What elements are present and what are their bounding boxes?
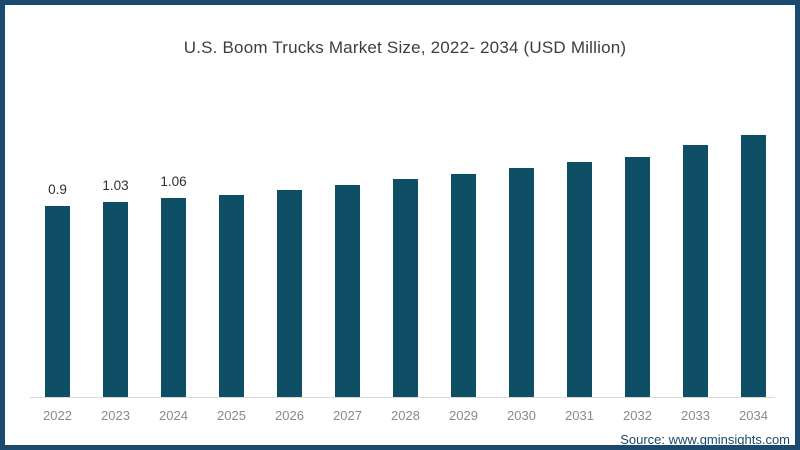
- bar-2023: [103, 202, 128, 397]
- x-tick-2025: 2025: [217, 408, 246, 423]
- x-tick-2029: 2029: [449, 408, 478, 423]
- bar-2027: [335, 185, 360, 397]
- bar-2030: [509, 168, 534, 397]
- x-tick-2034: 2034: [739, 408, 768, 423]
- bar-2022: [45, 206, 70, 397]
- x-axis-line: [30, 397, 775, 398]
- bar-2031: [567, 162, 592, 397]
- bar-2024: [161, 198, 186, 397]
- bar-2034: [741, 135, 766, 397]
- x-tick-2033: 2033: [681, 408, 710, 423]
- x-tick-2031: 2031: [565, 408, 594, 423]
- bar-chart: U.S. Boom Trucks Market Size, 2022- 2034…: [10, 10, 795, 447]
- x-tick-2023: 2023: [101, 408, 130, 423]
- x-tick-2028: 2028: [391, 408, 420, 423]
- x-tick-2027: 2027: [333, 408, 362, 423]
- x-tick-2032: 2032: [623, 408, 652, 423]
- bar-2025: [219, 195, 244, 397]
- chart-title: U.S. Boom Trucks Market Size, 2022- 2034…: [183, 38, 627, 57]
- bar-2032: [625, 157, 650, 397]
- data-label-2024: 1.06: [160, 174, 187, 189]
- bar-2028: [393, 179, 418, 397]
- x-tick-2026: 2026: [275, 408, 304, 423]
- source-attribution: Source: www.gminsights.com: [620, 432, 790, 447]
- bar-2026: [277, 190, 302, 397]
- x-tick-2030: 2030: [507, 408, 536, 423]
- bar-2033: [683, 145, 708, 397]
- data-label-2023: 1.03: [102, 178, 129, 193]
- x-tick-2022: 2022: [43, 408, 72, 423]
- x-tick-2024: 2024: [159, 408, 188, 423]
- data-label-2022: 0.9: [48, 182, 67, 197]
- bar-2029: [451, 174, 476, 397]
